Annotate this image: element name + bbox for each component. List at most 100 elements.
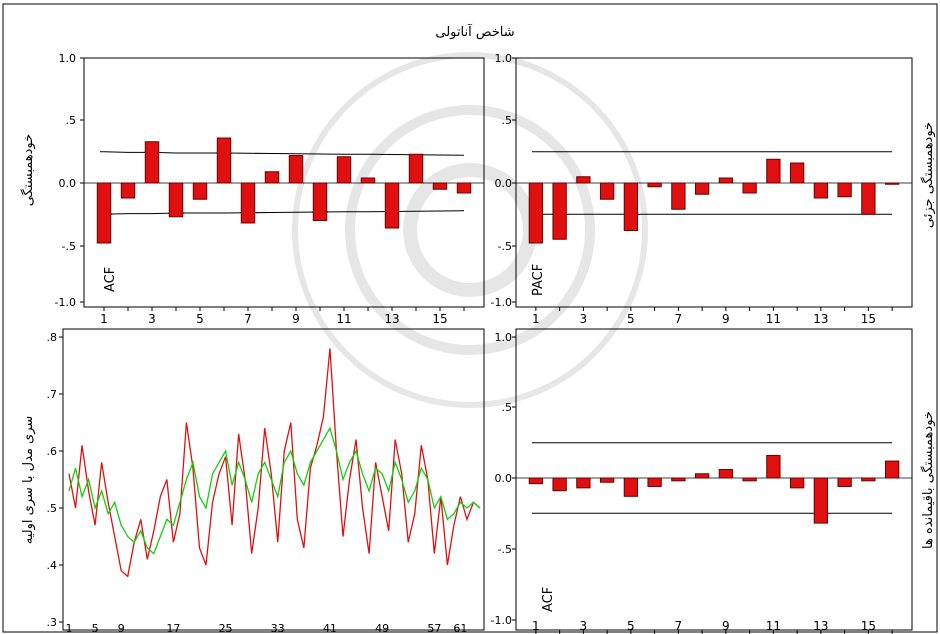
bar: [384, 182, 400, 229]
bar: [408, 153, 424, 184]
bar: [813, 477, 829, 524]
pacf-side-label: خودهمبستگی جزئی: [920, 122, 936, 228]
x-tick-label: 1: [532, 619, 540, 633]
x-tick-label: 9: [722, 619, 730, 633]
bar: [432, 182, 448, 190]
acf-x-ticks: 1 3 5 7 9 11 13 15: [100, 307, 465, 326]
bar: [120, 182, 136, 199]
resid-acf-side-label: خودهمبستگی باقیمانده ها: [920, 411, 936, 549]
bar: [861, 182, 876, 215]
x-tick-label: 13: [813, 619, 828, 633]
x-tick-label: 3: [580, 312, 588, 326]
bar: [216, 137, 232, 184]
x-tick-label: 1: [532, 312, 540, 326]
x-tick-label: 3: [148, 312, 156, 326]
x-tick-label: 1: [100, 312, 108, 326]
bar: [599, 477, 615, 483]
y-tick-label: .8: [47, 331, 58, 344]
bar: [599, 182, 615, 200]
pacf-panel: 1.0.50.0-.5-1.0 1 3 5 7 9 11 13 15 PACF خودهمبس…: [491, 52, 936, 326]
y-tick-label: .6: [47, 445, 58, 458]
y-tick-label: .3: [47, 616, 58, 629]
acf-side-label: خودهمبستگی: [20, 134, 36, 206]
bar: [528, 477, 544, 485]
y-tick-label: -.5: [62, 240, 76, 253]
bar: [264, 171, 280, 184]
bar: [718, 177, 734, 184]
acf-confidence-limits: [84, 151, 484, 215]
bar: [552, 477, 567, 492]
x-tick-label: 49: [375, 622, 389, 634]
confidence-upper: [100, 151, 465, 156]
x-tick-label: 3: [580, 619, 588, 633]
confidence-lower: [100, 210, 465, 215]
bar: [742, 182, 757, 194]
x-tick-label: 5: [196, 312, 204, 326]
bar: [576, 477, 591, 489]
bar: [766, 158, 781, 184]
series-side-label: سری مدل با سری اولیه: [21, 416, 36, 545]
x-tick-label: 7: [244, 312, 252, 326]
bar: [837, 477, 852, 487]
x-tick-label: 5: [627, 312, 635, 326]
x-tick-label: 13: [813, 312, 828, 326]
x-tick-label: 9: [292, 312, 300, 326]
x-tick-label: 1: [66, 622, 73, 634]
y-tick-label: -1.0: [491, 296, 512, 309]
bar: [694, 182, 710, 195]
y-tick-label: .4: [47, 559, 58, 572]
acf-panel: 1.0.50.0-.5-1.0 1 3 5 7 9 11 13 15 ACF خودهمبست…: [20, 52, 485, 326]
bar: [671, 182, 686, 210]
bar: [168, 182, 184, 218]
x-tick-label: 11: [336, 312, 351, 326]
bar: [884, 182, 900, 185]
y-tick-label: .5: [502, 401, 513, 414]
watermark-emblem: [292, 52, 648, 408]
x-tick-label: 61: [453, 622, 467, 634]
figure-title: شاخص آناتولی: [435, 23, 514, 40]
series-y-ticks: .8 .7 .6 .5 .4 .3: [47, 331, 63, 629]
y-tick-label: -1.0: [491, 614, 512, 627]
y-tick-label: -1.0: [55, 296, 76, 309]
y-tick-label: 1.0: [495, 331, 513, 344]
series-line-fitted: [68, 426, 481, 555]
acf-bars: [96, 137, 472, 244]
bar: [240, 182, 256, 224]
x-tick-label: 9: [722, 312, 730, 326]
bar: [144, 141, 160, 184]
y-tick-label: 1.0: [59, 52, 77, 65]
x-tick-label: 17: [166, 622, 180, 634]
pacf-x-ticks: 1 3 5 7 9 11 13 15: [532, 307, 893, 326]
resid-acf-x-ticks: 1 3 5 7 9 11 13 15: [532, 619, 893, 634]
bar: [192, 182, 208, 200]
acf-inner-label: ACF: [103, 267, 118, 292]
bar: [312, 182, 328, 221]
y-tick-label: .7: [47, 388, 58, 401]
resid-acf-plot-frame: [515, 328, 913, 631]
x-tick-label: 15: [861, 312, 876, 326]
resid-acf-bars: [528, 454, 900, 524]
y-tick-label: .5: [47, 502, 58, 515]
resid-acf-inner-label: ACF: [541, 587, 556, 612]
bar: [528, 182, 544, 244]
y-tick-label: -.5: [498, 543, 512, 556]
y-tick-label: .5: [66, 114, 77, 127]
bar: [694, 473, 710, 479]
pacf-bars: [528, 158, 900, 244]
bar: [884, 460, 900, 479]
bar: [336, 156, 352, 184]
x-tick-label: 13: [384, 312, 399, 326]
resid-acf-y-ticks: 1.0 .5 0.0 -.5 -1.0: [491, 331, 516, 627]
bar: [647, 182, 662, 188]
y-tick-label: 0.0: [59, 177, 77, 190]
bar: [623, 182, 639, 231]
x-tick-label: 7: [675, 312, 683, 326]
x-tick-label: 5: [627, 619, 635, 633]
x-tick-label: 57: [427, 622, 441, 634]
bar: [288, 155, 304, 184]
x-tick-label: 41: [323, 622, 337, 634]
x-tick-label: 15: [432, 312, 447, 326]
bar: [766, 454, 781, 479]
x-tick-label: 9: [118, 622, 125, 634]
